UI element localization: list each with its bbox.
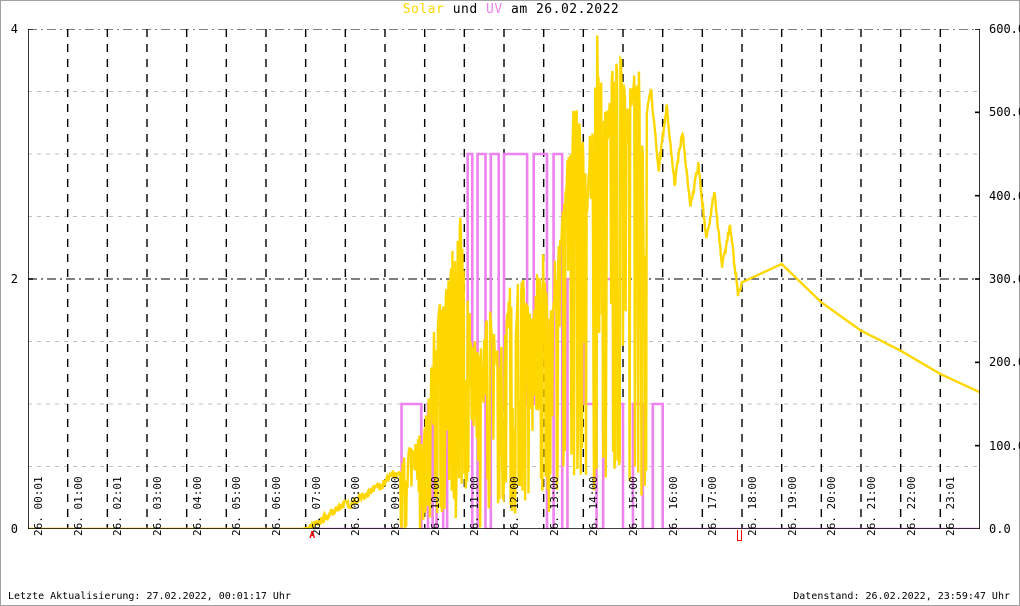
x-axis-tick-label: 26. 00:01 (32, 476, 45, 536)
right-axis-tick-label: 100.0 (989, 438, 1020, 453)
x-axis-tick-label: 26. 16:00 (666, 476, 680, 536)
x-axis-tick-label: 26. 12:00 (508, 476, 521, 536)
x-axis-tick-label: 26. 19:00 (785, 476, 799, 536)
x-axis-tick-label: 26. 20:00 (825, 476, 839, 536)
x-axis-tick-label: 26. 23:01 (944, 476, 958, 536)
x-axis-tick-label: 26. 07:00 (309, 476, 323, 536)
x-axis-tick-label: 26. 13:00 (547, 476, 561, 536)
x-axis-tick-label: 26. 11:00 (468, 476, 482, 536)
chart-title: Solar und UV am 26.02.2022 (1, 2, 1020, 17)
x-axis-tick-label: 26. 03:00 (151, 476, 164, 536)
sunset-marker-tick (737, 530, 743, 541)
data-status-text: Datenstand: 26.02.2022, 23:59:47 Uhr (793, 591, 1010, 602)
last-update-text: Letzte Aktualisierung: 27.02.2022, 00:01… (8, 591, 291, 602)
solar-series-line (28, 35, 980, 529)
x-axis-tick-label: 26. 09:00 (389, 476, 402, 536)
right-axis-tick-label: 300.0 (989, 272, 1020, 286)
left-axis-tick-label: 0 (10, 522, 18, 536)
chart-canvas (28, 29, 980, 529)
chart-title-uv: UV (486, 2, 503, 17)
right-axis-ticks (975, 29, 980, 529)
x-axis-tick-label: 26. 22:00 (904, 476, 918, 536)
right-axis-tick-label: 500.0 (989, 105, 1020, 120)
left-axis-tick-label: 4 (10, 22, 18, 36)
x-axis-tick-label: 26. 06:00 (270, 476, 283, 536)
right-axis-tick-label: 0.0 (989, 522, 1011, 536)
chart-title-conjunction: und (444, 2, 487, 17)
sunrise-marker-label: A (309, 530, 316, 541)
chart-title-solar: Solar (402, 2, 445, 17)
left-axis-tick-label: 2 (10, 272, 18, 286)
left-axis-ticks (28, 29, 33, 529)
right-axis-tick-label: 600.0 (989, 22, 1020, 36)
chart-title-date: am 26.02.2022 (502, 2, 620, 17)
x-axis-tick-label: 26. 08:00 (349, 476, 363, 536)
x-axis-tick-label: 26. 01:00 (71, 476, 85, 536)
x-axis-tick-label: 26. 10:00 (428, 476, 442, 536)
x-axis-tick-label: 26. 05:00 (230, 476, 244, 536)
x-axis-tick-label: 26. 21:00 (865, 476, 878, 536)
x-axis-tick-label: 26. 14:00 (587, 476, 601, 536)
x-axis-tick-label: 26. 04:00 (190, 476, 204, 536)
x-axis-tick-label: 26. 18:00 (746, 476, 759, 536)
x-axis-tick-label: 26. 15:00 (627, 476, 640, 536)
plot-area (28, 29, 980, 529)
x-axis-tick-label: 26. 17:00 (706, 476, 720, 536)
x-axis-tick-label: 26. 02:01 (111, 476, 125, 536)
right-axis-tick-label: 400.0 (989, 188, 1020, 203)
right-axis-tick-label: 200.0 (989, 355, 1020, 370)
